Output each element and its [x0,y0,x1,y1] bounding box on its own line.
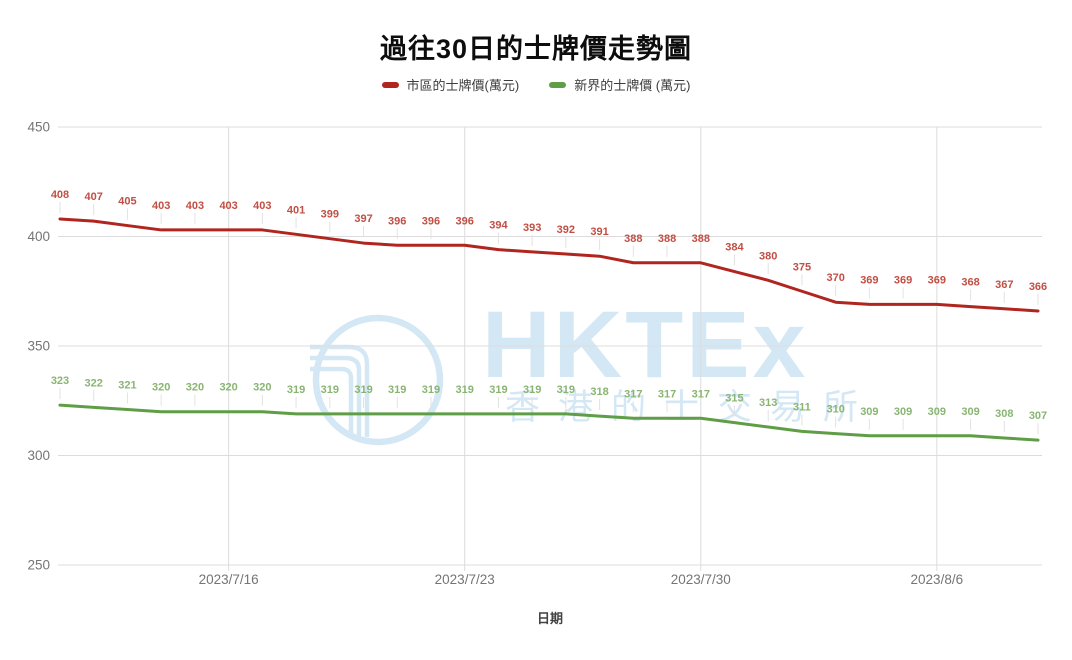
data-point-label: 392 [557,224,575,236]
data-point-label: 315 [725,393,743,405]
data-point-label: 323 [51,375,69,387]
y-tick-label: 400 [27,229,50,244]
data-point-label: 309 [894,406,912,418]
data-point-label: 317 [624,388,642,400]
x-axis-title: 日期 [536,611,563,626]
watermark-subtext: 香港的士交易所 [505,388,876,427]
data-point-label: 321 [118,380,136,392]
data-point-label: 369 [894,274,912,286]
data-point-label: 396 [422,215,440,227]
data-point-label: 317 [692,388,710,400]
data-point-label: 403 [186,200,204,212]
data-point-label: 370 [826,272,844,284]
data-point-label: 309 [961,406,979,418]
y-tick-label: 450 [27,120,50,135]
data-point-label: 319 [456,384,474,396]
hktex-logo-icon [310,344,370,437]
data-point-label: 403 [152,200,170,212]
data-point-label: 391 [590,226,608,238]
data-point-label: 319 [557,384,575,396]
hktex-logo-icon [310,355,362,437]
data-point-label: 320 [152,382,170,394]
chart-legend: 市區的士牌價(萬元) 新界的士牌價 (萬元) [0,75,1072,94]
data-point-label: 320 [186,382,204,394]
data-point-label: 396 [456,215,474,227]
x-tick-label: 2023/7/16 [199,572,259,587]
y-tick-label: 350 [27,339,50,354]
data-point-label: 394 [489,220,508,232]
data-point-label: 366 [1029,281,1047,293]
data-point-label: 403 [219,200,237,212]
data-point-label: 313 [759,397,777,409]
data-point-label: 367 [995,279,1013,291]
data-point-label: 369 [928,274,946,286]
data-point-label: 319 [321,384,339,396]
legend-label-new-territories: 新界的士牌價 (萬元) [574,78,691,93]
watermark-text: HKTEx [482,292,808,398]
legend-item-new-territories: 新界的士牌價 (萬元) [549,75,690,94]
data-point-label: 310 [826,404,844,416]
data-point-label: 369 [860,274,878,286]
data-point-label: 384 [725,242,744,254]
data-point-label: 309 [860,406,878,418]
x-tick-label: 2023/8/6 [911,572,964,587]
x-tick-label: 2023/7/23 [435,572,495,587]
data-point-label: 380 [759,250,777,262]
data-point-label: 393 [523,222,541,234]
data-point-label: 396 [388,215,406,227]
data-point-label: 320 [253,382,271,394]
data-point-label: 388 [624,233,642,245]
data-point-label: 399 [321,209,339,221]
urban-price-line [58,217,1040,313]
data-point-label: 320 [219,382,237,394]
data-point-label: 408 [51,189,69,201]
data-point-label: 319 [489,384,507,396]
chart-title: 過往30日的士牌價走勢圖 [379,34,693,64]
data-point-label: 368 [961,277,979,289]
data-point-label: 401 [287,204,305,216]
data-point-label: 322 [85,377,103,389]
legend-swatch-new-territories-icon [549,81,567,88]
data-point-label: 311 [793,401,811,413]
legend-label-urban: 市區的士牌價(萬元) [406,78,520,93]
data-point-label: 319 [523,384,541,396]
data-point-label: 405 [118,196,136,208]
hktex-logo-icon [310,366,354,437]
data-point-label: 388 [692,233,710,245]
new-territories-price-line [58,403,1040,442]
data-point-label: 397 [354,213,372,225]
data-point-label: 319 [388,384,406,396]
data-point-label: 307 [1029,410,1047,422]
y-tick-label: 300 [27,448,50,463]
hktex-logo-icon [312,314,444,446]
data-point-label: 317 [658,388,676,400]
y-tick-label: 250 [27,558,50,573]
data-point-label: 375 [793,261,811,273]
data-point-label: 308 [995,408,1013,420]
data-point-label: 319 [422,384,440,396]
data-point-label: 319 [354,384,372,396]
data-point-label: 309 [928,406,946,418]
data-point-label: 319 [287,384,305,396]
data-point-label: 407 [85,191,103,203]
legend-item-urban: 市區的士牌價(萬元) [381,75,520,94]
x-tick-label: 2023/7/30 [671,572,731,587]
data-point-label: 388 [658,233,676,245]
data-point-label: 403 [253,200,271,212]
data-point-label: 318 [590,386,608,398]
legend-swatch-urban-icon [381,81,399,88]
